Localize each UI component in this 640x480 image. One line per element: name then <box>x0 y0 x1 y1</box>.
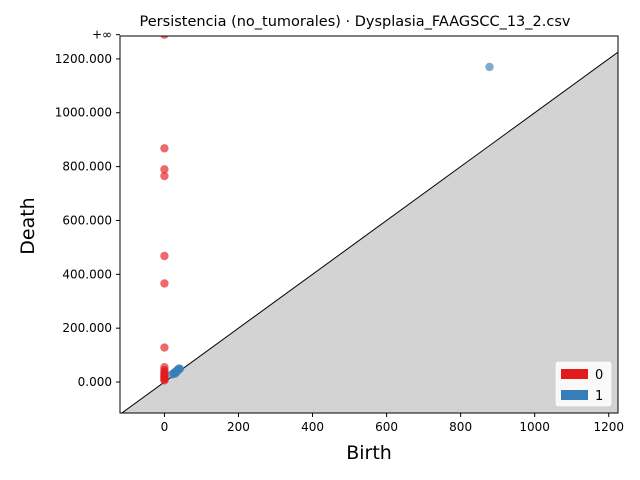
point-dim-0 <box>160 279 169 288</box>
point-dim-0 <box>160 36 169 39</box>
y-tick-label: 600.000 <box>62 213 112 227</box>
x-tick-label: 200 <box>227 420 250 434</box>
point-dim-0 <box>160 376 169 385</box>
y-axis-title: Death <box>17 197 39 254</box>
chart-title: Persistencia (no_tumorales) · Dysplasia_… <box>140 14 571 30</box>
x-tick-label: 800 <box>449 420 472 434</box>
point-dim-0 <box>160 144 169 153</box>
x-tick-label: 0 <box>161 420 169 434</box>
x-axis-title: Birth <box>346 442 392 464</box>
y-tick-label: 400.000 <box>62 267 112 281</box>
legend-label: 1 <box>595 389 603 404</box>
y-tick-label: 0.000 <box>78 375 112 389</box>
y-tick-label: 200.000 <box>62 321 112 335</box>
point-dim-0 <box>160 251 169 261</box>
legend-label: 0 <box>595 368 603 383</box>
x-tick-label: 1000 <box>519 420 550 434</box>
diagonal-line <box>121 51 618 413</box>
y-tick-label: 800.000 <box>62 160 112 174</box>
legend-swatch <box>561 369 588 379</box>
point-dim-1 <box>485 62 494 72</box>
y-tick-label: 1000.000 <box>55 106 112 120</box>
point-dim-0 <box>160 171 169 181</box>
legend-box <box>554 360 613 408</box>
x-tick-label: 400 <box>301 420 324 434</box>
y-tick-label-infinity: +∞ <box>92 28 112 42</box>
point-dim-0 <box>160 165 169 174</box>
point-dim-1 <box>171 368 181 378</box>
legend: 01 <box>554 360 613 408</box>
x-tick-label: 1200 <box>593 420 624 434</box>
legend-swatch <box>561 390 588 400</box>
plot-frame <box>119 35 619 414</box>
point-dim-0 <box>160 343 169 352</box>
x-tick-label: 600 <box>375 420 398 434</box>
y-tick-label: 1200.000 <box>55 52 112 66</box>
